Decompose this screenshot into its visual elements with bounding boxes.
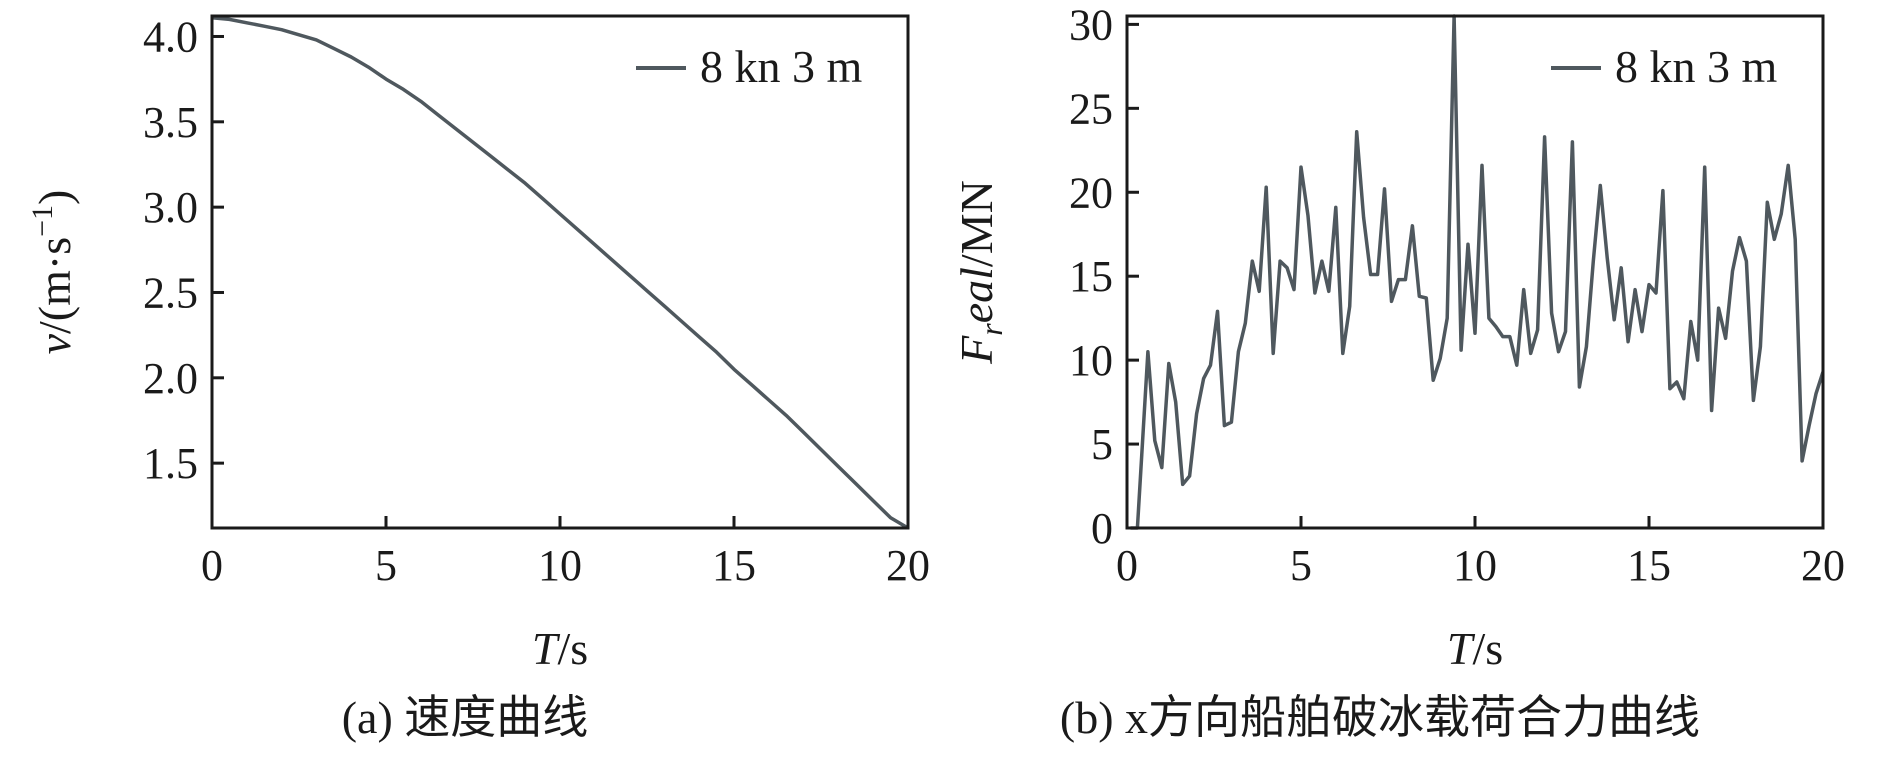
load-y-tick-label: 10 [1069,336,1113,385]
speed-y-label-unit: /(m·s [29,237,80,334]
load-x-axis: 0 5 10 15 20 [1116,516,1845,590]
load-y-tick-label: 0 [1091,504,1113,553]
load-legend-label: 8 kn 3 m [1615,41,1778,92]
load-x-tick-label: 15 [1627,541,1671,590]
speed-y-label-close: ) [29,190,80,205]
speed-y-tick-label: 2.0 [143,354,198,403]
speed-x-tick-label: 10 [538,541,582,590]
icebreaking-load-chart: 0 5 10 15 20 0 5 10 15 20 25 30 8 kn 3 m T/s Freal… [951,0,1845,743]
speed-x-axis-label: T/s [532,623,588,674]
speed-y-tick-label: 3.0 [143,183,198,232]
speed-x-tick-label: 0 [201,541,223,590]
load-y-axis: 0 5 10 15 20 25 30 [1069,0,1139,553]
load-x-tick-label: 20 [1801,541,1845,590]
speed-chart-caption: (a) 速度曲线 [342,692,589,743]
speed-x-axis: 0 5 10 15 20 [201,516,930,590]
speed-y-tick-label: 4.0 [143,12,198,61]
speed-y-tick-label: 2.5 [143,268,198,317]
speed-chart-frame [210,14,910,530]
speed-y-label-symbol: v [29,333,80,354]
load-x-tick-label: 10 [1453,541,1497,590]
load-y-tick-label: 20 [1069,168,1113,217]
speed-y-axis: 1.5 2.0 2.5 3.0 3.5 4.0 [143,12,224,488]
load-x-axis-label: T/s [1447,623,1503,674]
speed-y-tick-label: 1.5 [143,439,198,488]
load-x-label-symbol: T [1447,623,1476,674]
speed-y-axis-label: v/(m·s−1) [26,190,80,355]
load-legend: 8 kn 3 m [1551,41,1778,92]
speed-legend-label: 8 kn 3 m [700,41,863,92]
speed-chart: 0 5 10 15 20 1.5 2.0 2.5 3.0 3.5 4.0 8 kn 3 m T/s… [26,12,930,743]
speed-x-tick-label: 5 [375,541,397,590]
load-y-tick-label: 5 [1091,420,1113,469]
speed-x-label-unit: /s [557,623,588,674]
speed-x-tick-label: 20 [886,541,930,590]
speed-x-tick-label: 15 [712,541,756,590]
speed-y-label-exponent: −1 [26,205,59,237]
load-series-line [1130,14,1823,530]
load-y-label-italic: eal [951,267,1002,323]
load-x-label-unit: /s [1472,623,1503,674]
load-chart-caption: (b) x方向船舶破冰载荷合力曲线 [1060,692,1700,743]
speed-x-label-symbol: T [532,623,561,674]
speed-series-line [212,15,908,530]
load-x-tick-label: 5 [1290,541,1312,590]
load-y-tick-label: 30 [1069,0,1113,49]
load-y-label-unit: /MN [951,180,1002,267]
speed-legend: 8 kn 3 m [636,41,863,92]
load-y-tick-label: 25 [1069,84,1113,133]
load-x-tick-label: 0 [1116,541,1138,590]
load-y-tick-label: 15 [1069,252,1113,301]
load-y-axis-label: Freal/MN [951,180,1009,365]
load-y-label-symbol: F [951,335,1002,365]
load-chart-frame [1125,14,1825,530]
speed-y-tick-label: 3.5 [143,98,198,147]
load-y-label-subscript: r [973,323,1009,336]
